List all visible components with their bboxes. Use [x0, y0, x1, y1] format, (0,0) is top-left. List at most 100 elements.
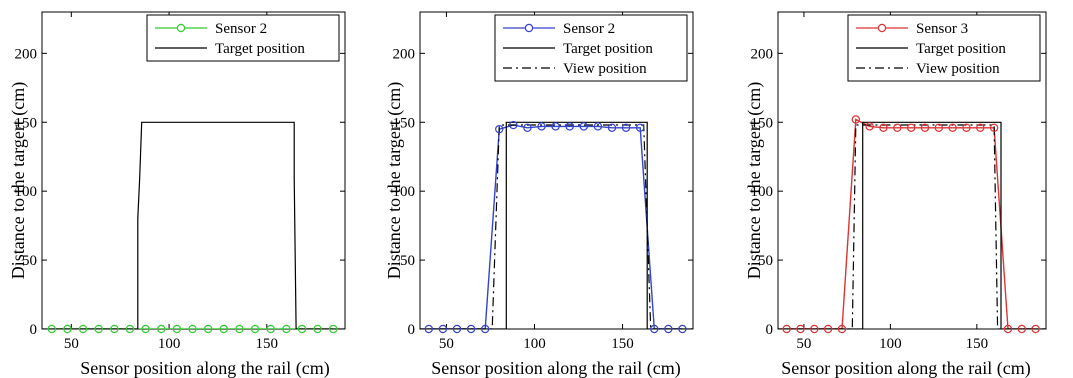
data-point — [920, 123, 930, 132]
data-point — [948, 123, 957, 132]
data-point — [523, 123, 532, 132]
data-point — [313, 324, 322, 334]
y-tick-label: 100 — [751, 184, 774, 200]
data-point — [1017, 324, 1026, 334]
data-point — [266, 324, 275, 334]
legend: Sensor 2 Target position — [146, 14, 340, 62]
legend-entry: View position — [916, 61, 1000, 77]
data-point — [424, 324, 434, 334]
data-point — [219, 324, 228, 334]
data-point — [934, 123, 944, 132]
data-point — [125, 324, 135, 334]
chart-panel-1: 50 100 150 0 50 100 150 200 Sensor position alon… — [8, 11, 346, 378]
data-point — [823, 324, 833, 334]
data-point — [157, 324, 166, 334]
legend-entry: Target position — [215, 41, 305, 57]
y-axis-label: Distance to the targert (cm) — [744, 82, 765, 280]
data-point — [650, 324, 659, 334]
data-point — [893, 123, 902, 132]
data-point — [250, 324, 260, 334]
legend-marker — [524, 23, 534, 33]
data-point — [810, 324, 819, 334]
data-point — [879, 123, 888, 132]
legend-marker — [877, 23, 887, 33]
x-tick-label: 100 — [158, 336, 181, 352]
x-tick-label: 150 — [256, 336, 279, 352]
data-point — [865, 122, 874, 131]
legend: Sensor 2 Target position View position — [494, 14, 688, 82]
x-tick-label: 50 — [796, 336, 811, 352]
series-line-2 — [778, 121, 1046, 329]
data-point — [203, 324, 213, 334]
y-tick-label: 150 — [751, 115, 774, 131]
data-point — [78, 324, 88, 334]
y-tick-label: 200 — [393, 46, 416, 62]
data-point — [329, 324, 338, 334]
data-point — [1003, 324, 1013, 334]
data-point — [47, 324, 56, 334]
data-point — [962, 123, 971, 132]
y-tick-label: 100 — [393, 184, 416, 200]
legend-marker — [176, 23, 186, 33]
legend-box — [146, 14, 340, 62]
data-point — [565, 122, 574, 131]
data-point — [141, 324, 150, 334]
y-tick-label: 150 — [393, 115, 416, 131]
x-axis-label: Sensor position along the rail (cm) — [781, 358, 1030, 378]
x-tick-label: 100 — [879, 336, 902, 352]
data-point — [607, 123, 617, 132]
data-point — [976, 123, 985, 132]
data-point — [297, 324, 307, 334]
x-tick-label: 150 — [611, 336, 634, 352]
series-line-2 — [420, 121, 693, 329]
plot-area — [420, 121, 693, 329]
data-point — [438, 324, 448, 334]
y-tick-label: 200 — [751, 46, 774, 62]
legend-entry: Sensor 2 — [563, 21, 615, 37]
data-point — [110, 324, 119, 334]
data-point — [537, 122, 546, 131]
data-point — [551, 122, 560, 131]
chart-panel-3: 50 100 150 0 50 100 150 200 Sensor position alon… — [744, 11, 1047, 378]
y-tick-label: 50 — [400, 253, 415, 269]
data-point — [851, 115, 861, 124]
x-axis-label: Sensor position along the rail (cm) — [431, 358, 680, 378]
y-tick-label: 150 — [15, 115, 38, 131]
data-point — [282, 324, 291, 334]
data-point — [466, 324, 476, 334]
data-point — [906, 123, 916, 132]
data-point — [796, 324, 805, 334]
data-point — [593, 122, 603, 131]
chart-panel-2: 50 100 150 0 50 100 150 200 Sensor position alon… — [384, 11, 694, 378]
y-tick-label: 200 — [15, 46, 38, 62]
legend-entry: Sensor 3 — [916, 21, 968, 37]
legend-entry: Target position — [563, 41, 653, 57]
y-tick-label: 0 — [766, 322, 774, 338]
data-point — [94, 324, 103, 334]
data-point — [782, 324, 791, 334]
data-point — [172, 324, 182, 334]
x-tick-label: 50 — [439, 336, 454, 352]
x-tick-label: 50 — [64, 336, 79, 352]
data-point — [495, 124, 504, 134]
data-point — [235, 324, 244, 334]
data-point — [635, 123, 645, 132]
series-line-3 — [778, 124, 1046, 329]
y-tick-label: 100 — [15, 184, 38, 200]
y-axis-label: Distance to the targert (cm) — [384, 82, 405, 280]
y-tick-label: 0 — [408, 322, 416, 338]
x-tick-label: 150 — [966, 336, 989, 352]
x-axis-label: Sensor position along the rail (cm) — [80, 358, 329, 378]
series-line-3 — [420, 124, 693, 329]
y-tick-label: 50 — [758, 253, 773, 269]
data-point — [480, 324, 490, 334]
data-point — [509, 120, 518, 130]
y-tick-label: 0 — [30, 322, 38, 338]
series-line-1 — [428, 124, 683, 329]
legend-entry: Sensor 2 — [215, 21, 267, 37]
plot-area — [42, 121, 345, 329]
legend: Sensor 3 Target position View position — [847, 14, 1041, 82]
data-point — [678, 324, 687, 334]
legend-entry: View position — [563, 61, 647, 77]
